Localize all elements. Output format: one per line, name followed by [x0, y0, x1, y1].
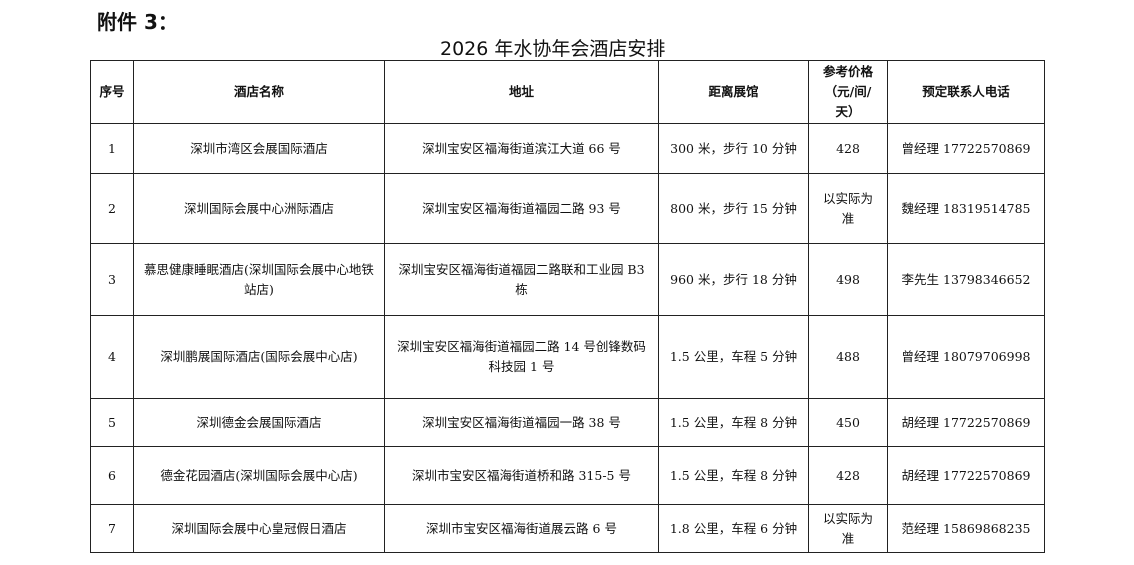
cell-address: 深圳宝安区福海街道福园一路 38 号 [384, 398, 659, 447]
cell-name: 深圳鹏展国际酒店(国际会展中心店) [133, 315, 385, 399]
cell-no: 5 [90, 398, 134, 447]
cell-contact: 胡经理 17722570869 [887, 398, 1045, 447]
cell-no: 7 [90, 504, 134, 553]
attachment-label: 附件 3： [97, 10, 178, 34]
cell-price: 以实际为准 [808, 504, 888, 553]
cell-distance: 1.5 公里，车程 5 分钟 [658, 315, 809, 399]
cell-address: 深圳市宝安区福海街道桥和路 315-5 号 [384, 446, 659, 505]
cell-contact: 胡经理 17722570869 [887, 446, 1045, 505]
cell-price: 488 [808, 315, 888, 399]
header-contact: 预定联系人电话 [887, 60, 1045, 124]
cell-price: 428 [808, 123, 888, 174]
cell-no: 4 [90, 315, 134, 399]
cell-name: 慕思健康睡眠酒店(深圳国际会展中心地铁站店) [133, 243, 385, 316]
cell-name: 德金花园酒店(深圳国际会展中心店) [133, 446, 385, 505]
hotel-table: 序号 酒店名称 地址 距离展馆 参考价格（元/间/天） 预定联系人电话 1 深圳市… [90, 60, 1045, 553]
cell-price: 498 [808, 243, 888, 316]
cell-distance: 1.5 公里，车程 8 分钟 [658, 446, 809, 505]
cell-address: 深圳宝安区福海街道福园二路联和工业园 B3 栋 [384, 243, 659, 316]
cell-distance: 1.8 公里，车程 6 分钟 [658, 504, 809, 553]
cell-no: 1 [90, 123, 134, 174]
cell-contact: 曾经理 17722570869 [887, 123, 1045, 174]
cell-contact: 曾经理 18079706998 [887, 315, 1045, 399]
cell-name: 深圳市湾区会展国际酒店 [133, 123, 385, 174]
cell-contact: 李先生 13798346652 [887, 243, 1045, 316]
cell-distance: 1.5 公里，车程 8 分钟 [658, 398, 809, 447]
cell-address: 深圳市宝安区福海街道展云路 6 号 [384, 504, 659, 553]
cell-contact: 范经理 15869868235 [887, 504, 1045, 553]
cell-address: 深圳宝安区福海街道福园二路 93 号 [384, 173, 659, 244]
cell-no: 6 [90, 446, 134, 505]
table-row: 7 深圳国际会展中心皇冠假日酒店 深圳市宝安区福海街道展云路 6 号 1.8 公里，车… [90, 504, 1045, 553]
cell-distance: 960 米，步行 18 分钟 [658, 243, 809, 316]
header-distance: 距离展馆 [658, 60, 809, 124]
cell-name: 深圳国际会展中心皇冠假日酒店 [133, 504, 385, 553]
cell-price: 以实际为准 [808, 173, 888, 244]
header-name: 酒店名称 [133, 60, 385, 124]
cell-distance: 800 米，步行 15 分钟 [658, 173, 809, 244]
document-title: 2026 年水协年会酒店安排 [440, 38, 666, 60]
cell-no: 2 [90, 173, 134, 244]
header-row: 序号 酒店名称 地址 距离展馆 参考价格（元/间/天） 预定联系人电话 [90, 60, 1045, 124]
cell-price: 450 [808, 398, 888, 447]
cell-name: 深圳国际会展中心洲际酒店 [133, 173, 385, 244]
header-address: 地址 [384, 60, 659, 124]
table-row: 2 深圳国际会展中心洲际酒店 深圳宝安区福海街道福园二路 93 号 800 米，步行 … [90, 173, 1045, 244]
cell-price: 428 [808, 446, 888, 505]
table-row: 5 深圳德金会展国际酒店 深圳宝安区福海街道福园一路 38 号 1.5 公里，车程 8… [90, 398, 1045, 447]
table-row: 4 深圳鹏展国际酒店(国际会展中心店) 深圳宝安区福海街道福园二路 14 号创锋数码… [90, 315, 1045, 399]
header-price: 参考价格（元/间/天） [808, 60, 888, 124]
cell-address: 深圳宝安区福海街道福园二路 14 号创锋数码科技园 1 号 [384, 315, 659, 399]
cell-no: 3 [90, 243, 134, 316]
header-no: 序号 [90, 60, 134, 124]
table-row: 3 慕思健康睡眠酒店(深圳国际会展中心地铁站店) 深圳宝安区福海街道福园二路联和工业… [90, 243, 1045, 316]
table-row: 1 深圳市湾区会展国际酒店 深圳宝安区福海街道滨江大道 66 号 300 米，步行 1… [90, 123, 1045, 174]
cell-name: 深圳德金会展国际酒店 [133, 398, 385, 447]
cell-distance: 300 米，步行 10 分钟 [658, 123, 809, 174]
cell-contact: 魏经理 18319514785 [887, 173, 1045, 244]
cell-address: 深圳宝安区福海街道滨江大道 66 号 [384, 123, 659, 174]
